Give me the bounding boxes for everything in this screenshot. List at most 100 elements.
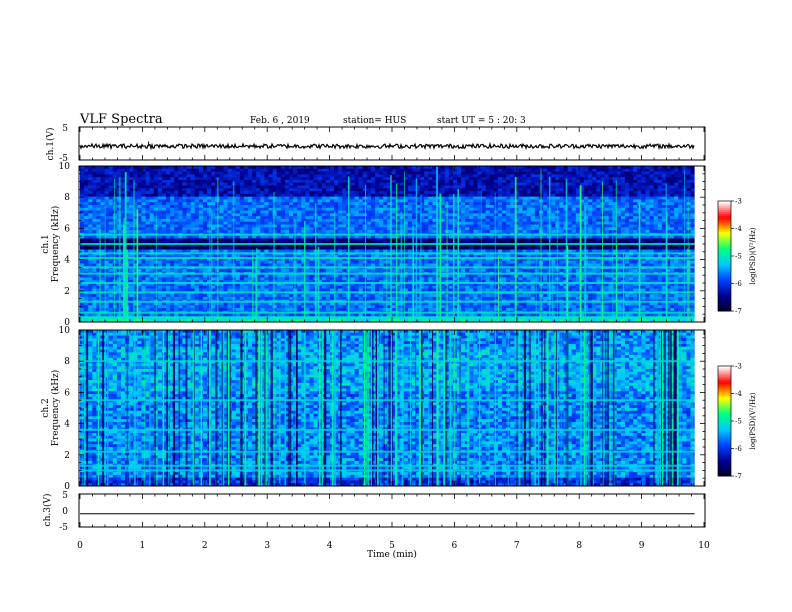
narrowband-line: [80, 266, 695, 269]
y-tick-label: 0: [64, 318, 70, 328]
impulse-streak: [457, 188, 459, 322]
impulse-streak: [437, 330, 439, 486]
y-tick-label: 4: [64, 420, 70, 430]
impulse-streak: [104, 206, 106, 322]
impulse-streak: [82, 330, 84, 486]
impulse-streak: [167, 330, 169, 486]
impulse-streak: [679, 330, 681, 486]
signal-gap: [602, 330, 604, 486]
signal-gap: [590, 330, 593, 486]
signal-gap: [288, 330, 291, 486]
figure-title: VLF Spectra: [79, 112, 163, 127]
signal-gap: [421, 330, 423, 486]
impulse-streak: [565, 179, 568, 322]
impulse-streak: [419, 254, 421, 322]
signal-gap: [663, 330, 666, 486]
impulse-streak: [638, 202, 641, 322]
impulse-streak: [367, 330, 370, 486]
ch1-spectrogram-panel: 0 2 4 6 8 10 ch.1 Frequency (kHz): [41, 162, 706, 328]
impulse-streak: [401, 330, 404, 486]
impulse-streak: [133, 180, 135, 322]
impulse-streak: [690, 330, 692, 486]
colorbar-tick-label: -5: [735, 253, 742, 261]
impulse-streak: [518, 330, 521, 486]
impulse-streak: [162, 330, 165, 486]
impulse-streak: [583, 330, 586, 486]
ch2-colorbar: -3 -4 -5 -6 -7 log(PSD)(V²/Hz): [717, 363, 757, 481]
y-tick-label: 2: [64, 451, 70, 461]
ch1-waveform-line: [79, 141, 695, 151]
impulse-streak: [334, 330, 337, 486]
impulse-streak: [261, 330, 263, 486]
impulse-streak: [209, 201, 211, 322]
impulse-streak: [268, 330, 270, 486]
signal-gap: [229, 330, 231, 486]
colorbar-tick-label: -3: [735, 363, 742, 371]
impulse-streak: [585, 330, 588, 486]
impulse-streak: [255, 258, 257, 322]
signal-gap: [432, 330, 433, 486]
impulse-streak: [591, 330, 594, 486]
impulse-streak: [260, 330, 262, 486]
impulse-streak: [367, 330, 368, 486]
impulse-streak: [129, 330, 131, 486]
ch3-waveform-panel: 5 0 -5 ch.3(V) 0 1 2 3 4 5 6 7 8 9 10 Time (min): [42, 491, 710, 560]
impulse-streak: [480, 190, 482, 322]
signal-gap: [324, 330, 327, 486]
impulse-streak: [581, 330, 583, 486]
impulse-streak: [319, 330, 321, 486]
impulse-streak: [118, 177, 121, 322]
date-label: Feb. 6 , 2019: [250, 116, 310, 126]
signal-gap: [673, 330, 676, 486]
impulse-streak: [386, 253, 388, 322]
signal-gap: [528, 330, 531, 486]
impulse-streak: [156, 330, 158, 486]
impulse-streak: [623, 252, 625, 322]
impulse-streak: [266, 330, 268, 486]
impulse-streak: [551, 258, 554, 322]
ch3-ytick-mid: 0: [62, 507, 68, 517]
colorbar-tick-label: -7: [735, 308, 742, 316]
impulse-streak: [192, 330, 195, 486]
impulse-streak: [661, 330, 663, 486]
signal-gap: [605, 330, 607, 486]
signal-gap: [221, 330, 224, 486]
narrowband-line: [80, 300, 695, 303]
impulse-streak: [317, 247, 320, 322]
impulse-streak: [444, 330, 446, 486]
impulse-streak: [453, 330, 456, 486]
narrowband-line: [80, 360, 695, 363]
signal-gap: [541, 330, 543, 486]
impulse-streak: [497, 255, 499, 322]
impulse-streak: [332, 330, 334, 486]
signal-gap: [287, 330, 289, 486]
impulse-streak: [546, 330, 549, 486]
colorbar-tick-label: -6: [735, 280, 742, 288]
impulse-streak: [588, 330, 591, 486]
impulse-streak: [134, 330, 136, 486]
impulse-streak: [446, 200, 448, 322]
impulse-streak: [538, 330, 540, 486]
narrowband-line: [80, 291, 695, 294]
narrowband-line: [80, 450, 695, 453]
y-tick-label: 0: [64, 482, 70, 492]
impulse-streak: [126, 249, 129, 322]
x-tick-label: 2: [202, 541, 208, 551]
narrowband-line: [80, 469, 695, 472]
impulse-streak: [404, 171, 405, 322]
x-tick-label: 8: [576, 541, 582, 551]
no-data-region: [694, 166, 704, 322]
ch3-ytick-top: 5: [62, 491, 68, 501]
signal-gap: [383, 330, 385, 486]
impulse-streak: [413, 247, 414, 322]
signal-gap: [555, 330, 558, 486]
narrowband-line: [80, 464, 695, 467]
impulse-streak: [390, 330, 393, 486]
time-axis-label: Time (min): [367, 549, 417, 560]
impulse-streak: [284, 330, 286, 486]
signal-gap: [670, 330, 672, 486]
impulse-streak: [479, 330, 481, 486]
impulse-streak: [514, 177, 517, 322]
impulse-streak: [210, 209, 213, 322]
